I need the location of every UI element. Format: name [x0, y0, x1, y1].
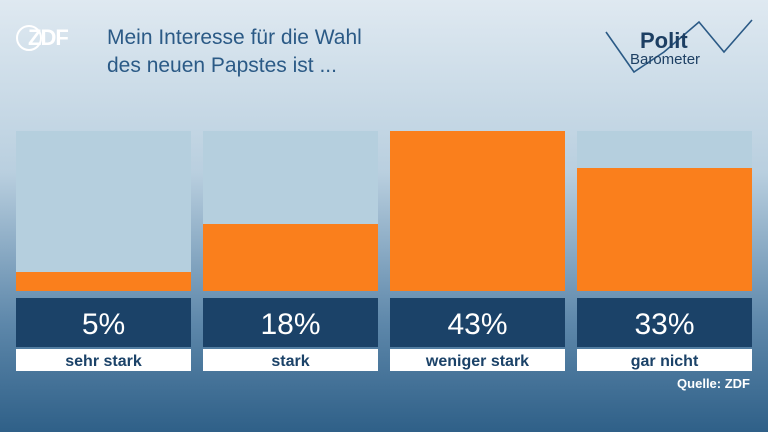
- chart-title: Mein Interesse für die Wahl des neuen Pa…: [107, 24, 527, 80]
- politbarometer-zigzag-icon: [605, 19, 753, 74]
- bar-stark: [203, 224, 378, 291]
- value-box-gar-nicht: [577, 298, 752, 347]
- category-box-gar-nicht: [577, 349, 752, 371]
- politbarometer-logo: Polit Barometer: [604, 14, 754, 84]
- category-label-sehr-stark: sehr stark: [65, 353, 142, 370]
- value-box-weniger-stark: [390, 298, 565, 347]
- bar-weniger-stark: [390, 131, 565, 291]
- politbarometer-logo-line-2: Barometer: [630, 51, 701, 68]
- politbarometer-logo-line-1: Polit: [640, 28, 688, 53]
- bar-sehr-stark: [16, 272, 191, 291]
- category-label-weniger-stark: weniger stark: [425, 353, 529, 370]
- data-label-stark: 18%: [260, 308, 320, 341]
- zdf-logo: ZDF: [16, 24, 82, 52]
- zdf-logo-text: ZDF: [28, 25, 69, 50]
- category-box-sehr-stark: [16, 349, 191, 371]
- zdf-logo-circle: [16, 25, 42, 51]
- bar-track-sehr-stark: [16, 131, 191, 291]
- data-label-weniger-stark: 43%: [447, 308, 507, 341]
- category-box-stark: [203, 349, 378, 371]
- category-label-stark: stark: [271, 353, 309, 370]
- bar-gar-nicht: [577, 168, 752, 291]
- category-label-gar-nicht: gar nicht: [631, 353, 699, 370]
- data-label-gar-nicht: 33%: [634, 308, 694, 341]
- source-note: Quelle: ZDF: [677, 376, 750, 391]
- category-box-weniger-stark: [390, 349, 565, 371]
- value-box-sehr-stark: [16, 298, 191, 347]
- chart-title-line-2: des neuen Papstes ist ...: [107, 54, 337, 77]
- value-box-stark: [203, 298, 378, 347]
- data-label-sehr-stark: 5%: [82, 308, 125, 341]
- chart-title-line-1: Mein Interesse für die Wahl: [107, 26, 362, 49]
